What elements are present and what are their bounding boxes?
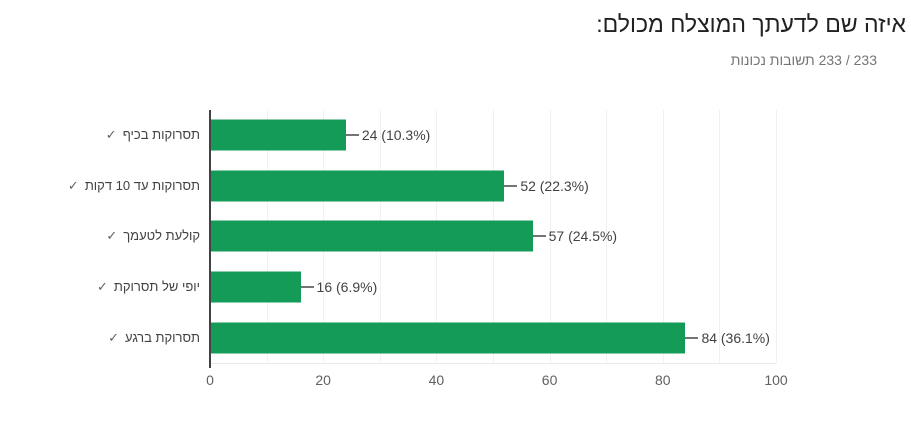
- correct-check-icon: ✓: [108, 329, 120, 345]
- bar-row: יופי של תסרוקת ✓ 16 (6.9%): [97, 262, 776, 313]
- gridline: [606, 110, 608, 363]
- category-label-text: תסרוקות בכיף: [122, 127, 200, 143]
- x-axis-tick-label: 40: [428, 372, 445, 388]
- x-axis-tick-label: 100: [764, 372, 788, 388]
- value-label: 24 (10.3%): [345, 127, 431, 144]
- value-label: 84 (36.1%): [685, 329, 770, 346]
- category-label-text: קולעת לטעמך: [123, 228, 200, 244]
- bar-row: תסרוקות בכיף ✓ 24 (10.3%): [106, 110, 776, 161]
- category-label-text: תסרוקות עד 10 דקות: [84, 177, 200, 193]
- category-label-text: תסרוקת ברגע: [125, 329, 200, 345]
- bar-row: תסרוקות עד 10 דקות ✓ 52 (22.3%): [68, 161, 776, 212]
- y-axis-line: [209, 110, 211, 368]
- category-label: תסרוקות בכיף ✓: [106, 127, 200, 143]
- value-connector-line: [504, 184, 518, 187]
- value-label-text: 24 (10.3%): [361, 127, 431, 144]
- value-label: 52 (22.3%): [504, 177, 589, 194]
- correct-check-icon: ✓: [67, 177, 79, 193]
- bar-row: קולעת לטעמך ✓ 57 (24.5%): [106, 211, 776, 262]
- bar: [210, 170, 505, 202]
- value-connector-line: [345, 134, 359, 137]
- bar: [210, 220, 533, 252]
- category-label-text: יופי של תסרוקת: [113, 279, 200, 295]
- x-axis-tick-label: 60: [541, 372, 558, 388]
- gridline: [549, 110, 551, 363]
- correct-check-icon: ✓: [106, 228, 118, 244]
- value-connector-line: [532, 235, 546, 238]
- correct-check-icon: ✓: [105, 127, 117, 143]
- category-label: קולעת לטעמך ✓: [106, 228, 200, 244]
- x-axis-tick-label: 80: [655, 372, 671, 388]
- value-label-text: 84 (36.1%): [701, 329, 770, 346]
- x-axis-tick-label: 0: [206, 372, 214, 388]
- value-label-text: 57 (24.5%): [548, 228, 618, 245]
- bar-row: תסרוקת ברגע ✓ 84 (36.1%): [108, 312, 776, 363]
- x-axis: 0 20 40 60 80 100: [206, 372, 788, 392]
- bar: [210, 119, 346, 151]
- value-connector-line: [685, 336, 699, 339]
- category-label: תסרוקת ברגע ✓: [108, 330, 200, 346]
- bar: [210, 271, 301, 303]
- value-label: 57 (24.5%): [532, 228, 618, 245]
- gridline: [662, 110, 664, 363]
- category-label: תסרוקות עד 10 דקות ✓: [68, 178, 200, 194]
- value-connector-line: [300, 286, 314, 289]
- gridline: [776, 110, 777, 363]
- value-label-text: 52 (22.3%): [520, 177, 589, 194]
- chart-title: איזה שם לדעתך המוצלח מכולם:: [596, 11, 906, 37]
- chart-subtitle: 233 / 233 תשובות נכונות: [730, 52, 877, 68]
- plot-area: תסרוקות בכיף ✓ 24 (10.3%) תסרוקות עד 10 דקו…: [68, 110, 777, 368]
- value-label-text: 16 (6.9%): [316, 279, 378, 296]
- value-label: 16 (6.9%): [300, 279, 378, 296]
- bar: [210, 322, 686, 354]
- correct-check-icon: ✓: [96, 279, 108, 295]
- category-label: יופי של תסרוקת ✓: [97, 279, 200, 295]
- x-axis-tick-label: 20: [315, 372, 331, 388]
- gridline: [719, 110, 721, 363]
